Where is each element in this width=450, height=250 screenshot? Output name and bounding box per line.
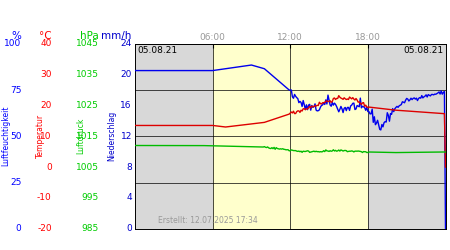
Text: mm/h: mm/h bbox=[101, 31, 132, 41]
Text: 12: 12 bbox=[121, 132, 132, 141]
Text: 8: 8 bbox=[126, 162, 132, 172]
Text: 100: 100 bbox=[4, 39, 22, 48]
Text: 0: 0 bbox=[126, 224, 132, 233]
Text: 1015: 1015 bbox=[76, 132, 99, 141]
Text: Niederschlag: Niederschlag bbox=[108, 111, 117, 162]
Text: 25: 25 bbox=[10, 178, 22, 187]
Text: 24: 24 bbox=[121, 39, 132, 48]
Text: 20: 20 bbox=[121, 70, 132, 79]
Text: °C: °C bbox=[39, 31, 52, 41]
Text: 30: 30 bbox=[40, 70, 52, 79]
Text: hPa: hPa bbox=[80, 31, 99, 41]
Text: -20: -20 bbox=[37, 224, 52, 233]
Text: 995: 995 bbox=[82, 194, 99, 202]
Text: 1035: 1035 bbox=[76, 70, 99, 79]
Bar bbox=[368, 44, 446, 229]
Text: 985: 985 bbox=[82, 224, 99, 233]
Text: 0: 0 bbox=[46, 162, 52, 172]
Text: Temperatur: Temperatur bbox=[36, 114, 45, 158]
Text: 16: 16 bbox=[120, 101, 132, 110]
Text: 05.08.21: 05.08.21 bbox=[137, 46, 177, 55]
Text: 4: 4 bbox=[126, 194, 132, 202]
Text: Luftdruck: Luftdruck bbox=[76, 118, 86, 154]
Text: %: % bbox=[12, 31, 22, 41]
Text: Luftfeuchtigkeit: Luftfeuchtigkeit bbox=[1, 106, 10, 166]
Text: 05.08.21: 05.08.21 bbox=[403, 46, 443, 55]
Text: -10: -10 bbox=[37, 194, 52, 202]
Bar bbox=[212, 44, 368, 229]
Text: 1005: 1005 bbox=[76, 162, 99, 172]
Text: 1045: 1045 bbox=[76, 39, 99, 48]
Text: 75: 75 bbox=[10, 86, 22, 94]
Bar bbox=[135, 44, 212, 229]
Text: 20: 20 bbox=[40, 101, 52, 110]
Text: 1025: 1025 bbox=[76, 101, 99, 110]
Text: 40: 40 bbox=[40, 39, 52, 48]
Text: Erstellt: 12.07.2025 17:34: Erstellt: 12.07.2025 17:34 bbox=[158, 216, 257, 225]
Text: 50: 50 bbox=[10, 132, 22, 141]
Text: 10: 10 bbox=[40, 132, 52, 141]
Text: 0: 0 bbox=[16, 224, 22, 233]
